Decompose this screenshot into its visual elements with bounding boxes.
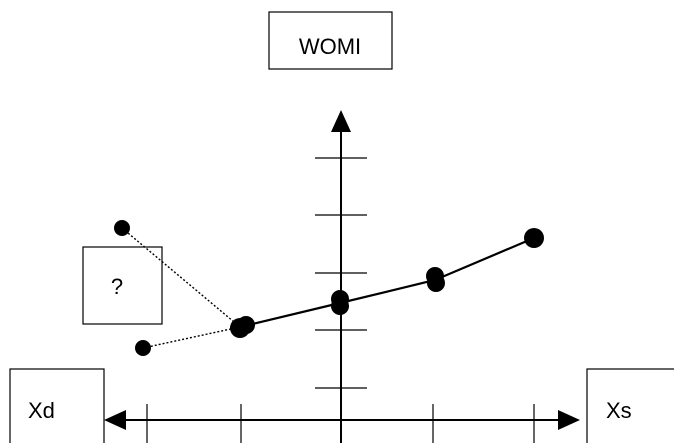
xs-box: Xs xyxy=(586,368,674,443)
solid-curve xyxy=(239,236,535,329)
xd-box: Xd xyxy=(9,368,105,443)
point-lower-left xyxy=(135,340,151,356)
points xyxy=(114,220,544,356)
womi-box-label: WOMI xyxy=(299,34,361,59)
xd-box-label: Xd xyxy=(28,398,55,423)
womi-box-frame xyxy=(268,11,393,70)
point-upper-left xyxy=(114,220,130,236)
point-far-right xyxy=(524,228,544,248)
question-box-label: ? xyxy=(111,274,123,299)
question-box: ? xyxy=(82,246,163,325)
horizontal-axis-arrow-right xyxy=(558,410,580,430)
womi-box: WOMI xyxy=(268,11,393,70)
dotted-connectors xyxy=(121,227,241,349)
vertical-axis xyxy=(315,110,367,443)
horizontal-axis-arrow-left xyxy=(104,410,126,430)
xs-box-frame xyxy=(586,368,674,443)
dotted-connector-upper xyxy=(121,227,241,328)
vertical-axis-arrow-up xyxy=(331,110,351,132)
xd-box-frame xyxy=(9,368,105,443)
xs-box-label: Xs xyxy=(606,398,632,423)
question-box-frame xyxy=(82,246,163,325)
point-center-overlap xyxy=(331,297,349,315)
point-right-overlap xyxy=(427,274,445,292)
point-junction-overlap xyxy=(237,316,255,334)
dotted-connector-lower xyxy=(142,326,241,349)
